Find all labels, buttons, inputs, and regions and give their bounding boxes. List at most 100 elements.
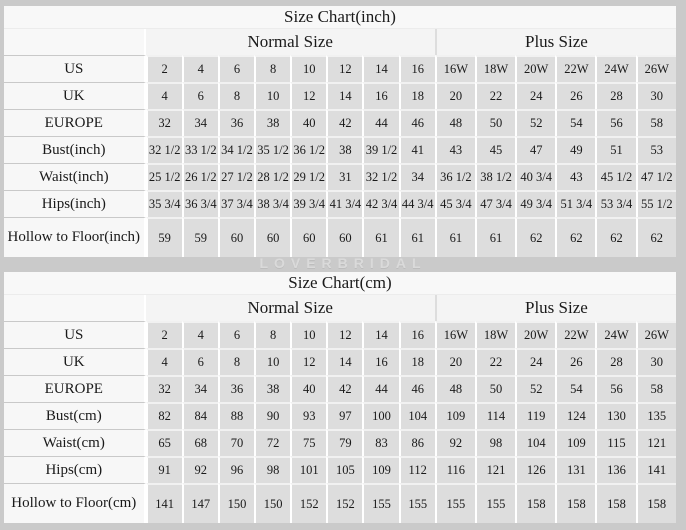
row-label: Waist(cm) [4,429,146,456]
size-cell: 16 [398,55,435,82]
size-cell: 158 [595,483,636,523]
size-cell: 124 [555,402,596,429]
size-cell: 18W [474,55,516,82]
size-cell: 38 [254,375,291,402]
size-cell: 86 [398,429,435,456]
size-cell: 12 [326,321,363,348]
size-cell: 101 [290,456,327,483]
size-cell: 121 [635,429,676,456]
table-row: UK 4 6 8 10 12 14 16 18 20 22 24 26 28 30 [4,82,676,109]
size-cell: 2 [145,321,182,348]
table-body: US 2 4 6 8 10 12 14 16 16W 18W 20W 22W 24W 26W UK 4 6 8 10 1… [4,55,676,257]
size-cell: 48 [434,109,475,136]
size-cell: 14 [362,321,399,348]
size-cell: 28 1/2 [254,163,291,190]
size-cell: 158 [555,483,596,523]
size-cell: 34 [181,109,218,136]
size-cell: 88 [217,402,255,429]
size-cell: 45 3/4 [434,190,475,217]
size-grid: Normal Size Plus Size US 2 4 6 8 10 12 14 16 16W 18W… [4,29,676,257]
size-cell: 112 [398,456,435,483]
size-cell: 55 1/2 [635,190,676,217]
size-cell: 155 [398,483,435,523]
size-cell: 52 [515,375,556,402]
table-row: Hollow to Floor(cm) 141 147 150 150 152 152 155… [4,483,676,523]
table-row: Hips(cm) 91 92 96 98 101 105 109 112 116 121 126 131… [4,456,676,483]
size-cell: 8 [217,348,255,375]
size-cell: 35 1/2 [254,136,291,163]
row-label: Bust(cm) [4,402,146,429]
size-cell: 121 [474,456,516,483]
size-cell: 116 [434,456,475,483]
column-group-header: Normal Size [145,295,435,321]
size-cell: 43 [434,136,475,163]
size-cell: 62 [555,217,596,257]
size-cell: 48 [434,375,475,402]
size-cell: 37 3/4 [217,190,255,217]
size-cell: 61 [398,217,435,257]
size-cell: 49 3/4 [515,190,556,217]
size-cell: 40 [290,375,327,402]
size-cell: 32 [145,375,182,402]
size-cell: 115 [595,429,636,456]
size-cell: 10 [290,321,327,348]
size-cell: 42 3/4 [362,190,399,217]
size-cell: 36 [217,375,255,402]
header-row: Normal Size Plus Size [4,295,676,321]
row-label: EUROPE [4,109,146,136]
row-label: Waist(inch) [4,163,146,190]
table-title: Size Chart(cm) [4,272,676,295]
size-cell: 82 [145,402,182,429]
size-cell: 26 [555,348,596,375]
column-group-header: Plus Size [434,29,676,55]
size-cell: 46 [398,109,435,136]
size-cell: 53 3/4 [595,190,636,217]
row-label: Hollow to Floor(inch) [4,217,146,257]
table-row: Hips(inch) 35 3/4 36 3/4 37 3/4 38 3/4 39 3/4… [4,190,676,217]
size-cell: 150 [254,483,291,523]
size-cell: 97 [326,402,363,429]
header-row: Normal Size Plus Size [4,29,676,55]
size-cell: 40 [290,109,327,136]
row-label: Hips(inch) [4,190,146,217]
size-cell: 45 [474,136,516,163]
table-row: Waist(inch) 25 1/2 26 1/2 27 1/2 28 1/2 29 1/… [4,163,676,190]
size-cell: 155 [362,483,399,523]
size-chart-inch-table: Size Chart(inch) Normal Size Plus Size US 2 4… [4,6,676,257]
table-row: EUROPE 32 34 36 38 40 42 44 46 48 50 52 54 56 58 [4,375,676,402]
size-cell: 72 [254,429,291,456]
size-cell: 54 [555,109,596,136]
size-cell: 68 [181,429,218,456]
size-cell: 60 [290,217,327,257]
size-cell: 40 3/4 [515,163,556,190]
size-cell: 20 [434,348,475,375]
size-cell: 36 1/2 [434,163,475,190]
size-cell: 59 [145,217,182,257]
row-label: Hips(cm) [4,456,146,483]
size-cell: 22W [555,321,596,348]
size-cell: 4 [145,82,182,109]
size-cell: 114 [474,402,516,429]
size-cell: 39 3/4 [290,190,327,217]
size-cell: 47 1/2 [635,163,676,190]
size-cell: 98 [254,456,291,483]
size-cell: 36 [217,109,255,136]
size-cell: 12 [326,55,363,82]
size-cell: 109 [555,429,596,456]
size-cell: 22 [474,82,516,109]
size-cell: 61 [474,217,516,257]
size-cell: 29 1/2 [290,163,327,190]
size-cell: 12 [290,348,327,375]
size-cell: 33 1/2 [181,136,218,163]
size-cell: 20W [515,321,556,348]
size-cell: 10 [254,82,291,109]
size-cell: 16 [398,321,435,348]
size-cell: 44 3/4 [398,190,435,217]
size-cell: 109 [362,456,399,483]
column-group-header: Plus Size [434,295,676,321]
size-cell: 92 [181,456,218,483]
row-label: EUROPE [4,375,146,402]
row-label: UK [4,348,146,375]
size-cell: 24 [515,82,556,109]
size-cell: 26W [635,321,676,348]
